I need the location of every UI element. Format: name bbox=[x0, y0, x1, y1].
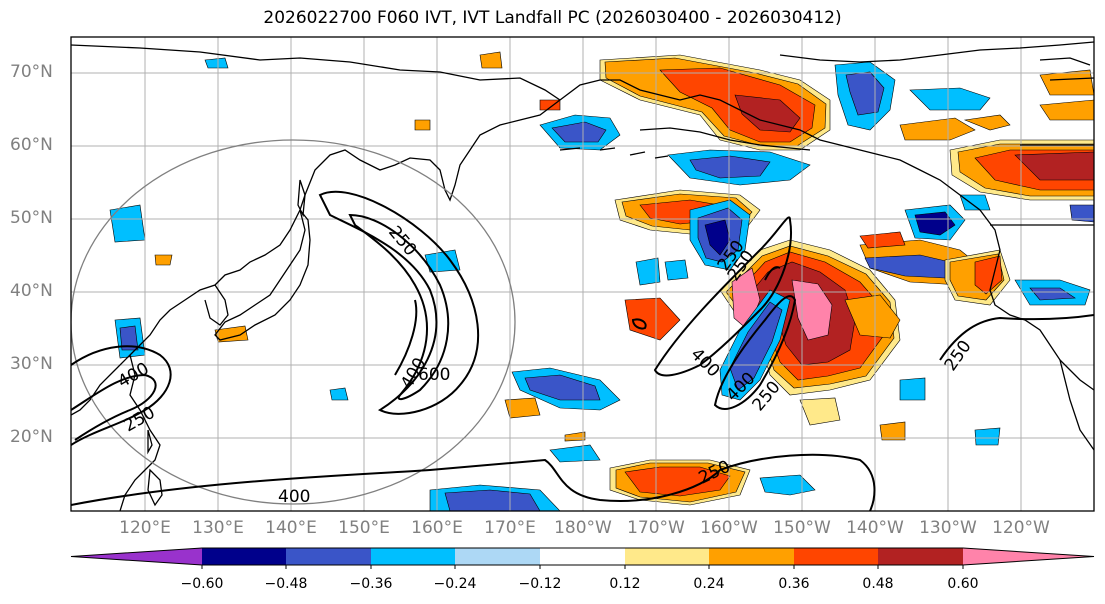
lat-label: 50°N bbox=[10, 208, 53, 228]
ivt-contours bbox=[71, 190, 1094, 511]
lon-label: 170°E bbox=[484, 518, 536, 538]
colorbar-tick: 0.24 bbox=[693, 576, 725, 592]
lat-label: 60°N bbox=[10, 135, 53, 155]
lon-label: 150°E bbox=[338, 518, 390, 538]
reference-circle bbox=[71, 139, 516, 505]
map-title: 2026022700 F060 IVT, IVT Landfall PC (20… bbox=[263, 8, 842, 28]
colorbar-extend-min bbox=[71, 548, 202, 565]
contour-label: 600 bbox=[418, 365, 450, 385]
lon-label: 140°W bbox=[846, 518, 904, 538]
lon-label: 150°W bbox=[773, 518, 831, 538]
contour-label: 400 bbox=[278, 487, 310, 507]
lon-label: 130°W bbox=[919, 518, 977, 538]
colorbar-tick: −0.12 bbox=[518, 576, 562, 592]
colorbar-extend-max bbox=[963, 548, 1094, 565]
colorbar-tick: 0.12 bbox=[609, 576, 641, 592]
colorbar-tick: −0.48 bbox=[264, 576, 308, 592]
colorbar-segment bbox=[709, 548, 794, 565]
colorbar-segment bbox=[540, 548, 625, 565]
colorbar-segment bbox=[794, 548, 878, 565]
colorbar-segment bbox=[371, 548, 455, 565]
lat-label: 40°N bbox=[10, 281, 53, 301]
lat-label: 20°N bbox=[10, 427, 53, 447]
colorbar-tick: 0.48 bbox=[862, 576, 894, 592]
colorbar-tick: 0.60 bbox=[947, 576, 979, 592]
coastlines bbox=[71, 41, 1094, 511]
map-frame bbox=[70, 36, 1095, 512]
colorbar-tick: −0.24 bbox=[433, 576, 477, 592]
colorbar-tick: −0.60 bbox=[180, 576, 224, 592]
colorbar-segment bbox=[625, 548, 709, 565]
colorbar-segment bbox=[455, 548, 540, 565]
lon-label: 120°W bbox=[992, 518, 1050, 538]
lon-label: 140°E bbox=[265, 518, 317, 538]
colorbar-tick: 0.36 bbox=[778, 576, 810, 592]
colorbar-segment bbox=[202, 548, 286, 565]
lat-label: 30°N bbox=[10, 354, 53, 374]
lon-label: 130°E bbox=[192, 518, 244, 538]
colorbar-segment bbox=[286, 548, 371, 565]
colorbar-tick: −0.36 bbox=[349, 576, 393, 592]
lat-label: 70°N bbox=[10, 62, 53, 82]
lon-label: 180°W bbox=[554, 518, 612, 538]
lon-label: 160°W bbox=[700, 518, 758, 538]
colorbar-segment bbox=[878, 548, 963, 565]
pc-shading bbox=[109, 51, 1094, 511]
lon-label: 170°W bbox=[627, 518, 685, 538]
lon-label: 160°E bbox=[411, 518, 463, 538]
graticule bbox=[71, 37, 1094, 511]
lon-label: 120°E bbox=[119, 518, 171, 538]
